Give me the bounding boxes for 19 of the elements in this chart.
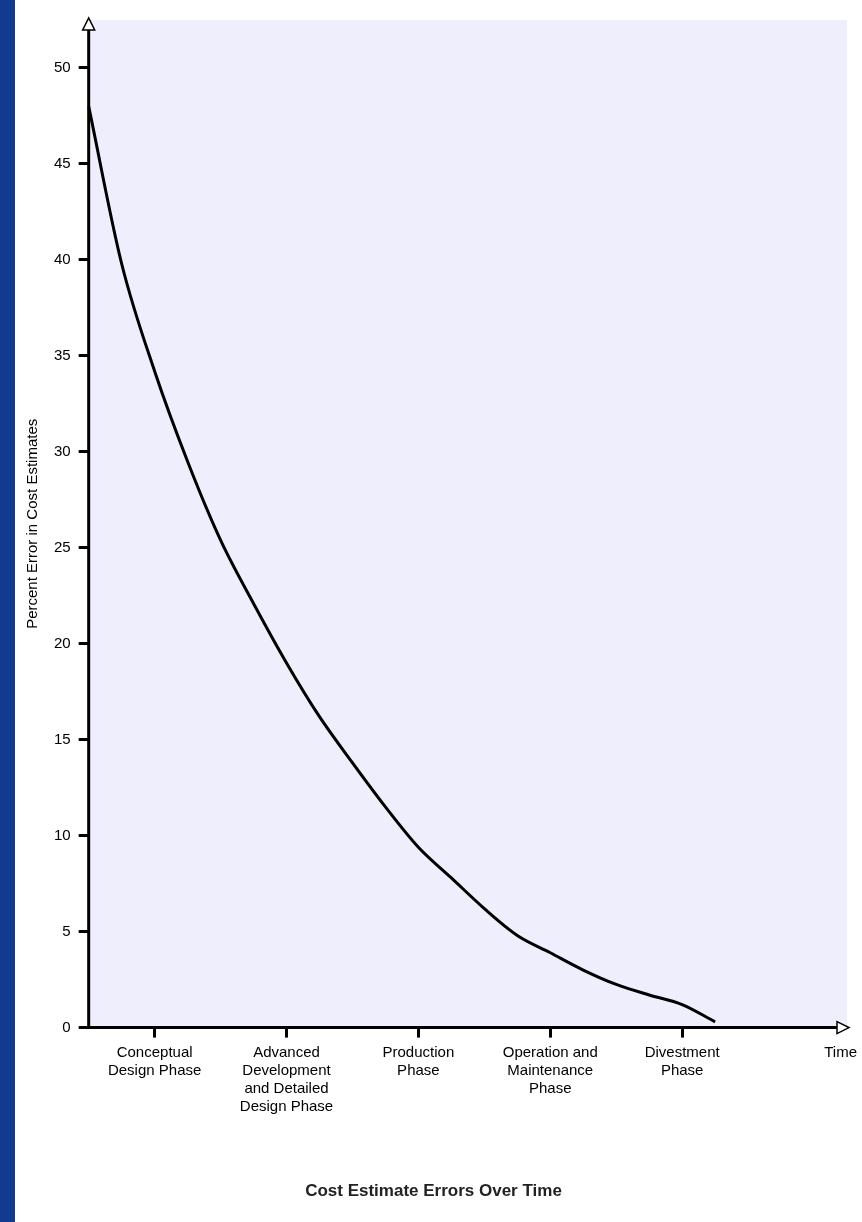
y-tick-label: 20 [54,633,71,651]
text: Cost Estimate Errors Over Time [305,1181,562,1201]
y-axis-title: Percent Error in Cost Estimates [23,418,41,629]
y-tick-label: 15 [54,729,71,747]
y-tick-label: 10 [54,825,71,843]
x-tick-label: Operation and Maintenance Phase [502,1042,598,1096]
x-tick-label: Production Phase [382,1042,455,1078]
y-tick-label: 0 [62,1017,71,1035]
y-tick-label: 30 [54,441,71,459]
y-tick-label: 45 [54,154,71,172]
y-tick-label: 5 [62,921,71,939]
x-tick-label: Advanced Development and Detailed Design Phase [239,1042,334,1114]
x-tick-label: Conceptual Design Phase [107,1042,202,1078]
y-tick-label: 25 [54,537,71,555]
y-tick-label: 50 [54,58,71,76]
y-tick-label: 35 [54,346,71,364]
x-axis-title: Time [824,1043,857,1061]
y-tick-label: 40 [54,250,71,268]
x-tick-label: Divestment Phase [644,1042,721,1078]
